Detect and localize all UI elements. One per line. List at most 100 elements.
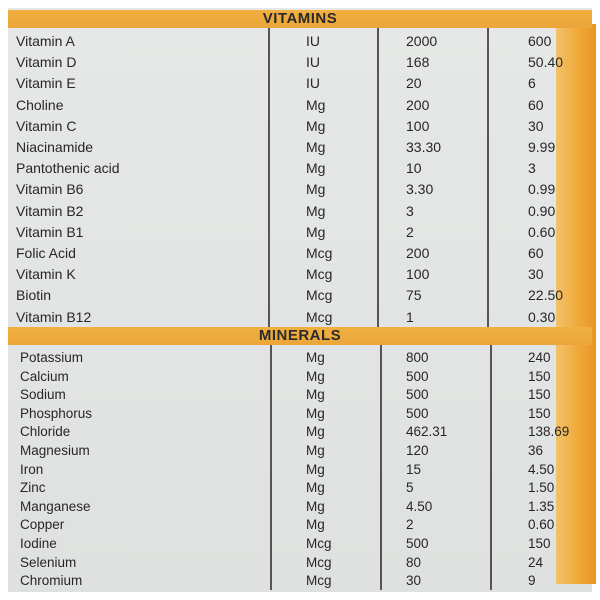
nutrient-name: Vitamin B12 bbox=[16, 308, 92, 325]
value-cell: 30 bbox=[406, 573, 422, 589]
value-cell: 15 bbox=[406, 461, 422, 477]
value-cell: 500 bbox=[406, 536, 429, 551]
unit-cell: Mcg bbox=[306, 554, 332, 570]
table-row: Chloride Mg 462.31 138.69 bbox=[0, 422, 600, 441]
nutrient-name: Selenium bbox=[20, 554, 77, 570]
unit-cell: Mcg bbox=[306, 573, 332, 589]
table-row: Calcium Mg 500 150 bbox=[0, 367, 600, 386]
table-row: Vitamin B12 Mcg 1 0.30 bbox=[0, 307, 600, 328]
value-cell: 500 bbox=[406, 368, 429, 384]
value-cell: 4.50 bbox=[528, 461, 555, 477]
nutrient-name: Vitamin B2 bbox=[16, 202, 84, 219]
table-row: Zinc Mg 5 1.50 bbox=[0, 478, 600, 497]
unit-cell: Mg bbox=[306, 498, 325, 514]
table-row: Vitamin A IU 2000 600 bbox=[0, 31, 600, 52]
unit-cell: Mcg bbox=[306, 308, 333, 325]
vitamins-header: VITAMINS bbox=[8, 10, 592, 28]
nutrient-name: Copper bbox=[20, 517, 65, 533]
value-cell: 24 bbox=[528, 554, 544, 570]
unit-cell: Mg bbox=[306, 480, 325, 496]
nutrient-name: Manganese bbox=[20, 498, 91, 514]
value-cell: 1.50 bbox=[528, 480, 555, 496]
column-divider bbox=[490, 345, 492, 590]
column-divider bbox=[270, 345, 272, 590]
unit-cell: Mcg bbox=[306, 536, 332, 551]
value-cell: 75 bbox=[406, 287, 422, 304]
value-cell: 100 bbox=[406, 117, 430, 134]
nutrient-name: Vitamin D bbox=[16, 54, 77, 71]
value-cell: 1 bbox=[406, 308, 414, 325]
value-cell: 6 bbox=[528, 75, 536, 92]
unit-cell: Mg bbox=[306, 160, 326, 177]
value-cell: 500 bbox=[406, 405, 429, 421]
table-row: Vitamin C Mg 100 30 bbox=[0, 116, 600, 137]
nutrient-name: Sodium bbox=[20, 387, 66, 403]
table-row: Choline Mg 200 60 bbox=[0, 95, 600, 116]
value-cell: 0.60 bbox=[528, 517, 555, 533]
unit-cell: Mg bbox=[306, 517, 325, 533]
value-cell: 138.69 bbox=[528, 424, 570, 440]
value-cell: 3 bbox=[406, 202, 414, 219]
unit-cell: Mg bbox=[306, 387, 325, 403]
table-row: Iron Mg 15 4.50 bbox=[0, 460, 600, 479]
unit-cell: Mcg bbox=[306, 287, 333, 304]
value-cell: 5 bbox=[406, 480, 414, 496]
value-cell: 100 bbox=[406, 266, 430, 283]
unit-cell: Mg bbox=[306, 424, 325, 440]
label-panel bbox=[8, 8, 592, 592]
value-cell: 150 bbox=[528, 405, 551, 421]
value-cell: 150 bbox=[528, 536, 551, 551]
table-row: Chromium Mcg 30 9 bbox=[0, 571, 600, 590]
table-row: Folic Acid Mcg 200 60 bbox=[0, 243, 600, 264]
value-cell: 1.35 bbox=[528, 498, 555, 514]
value-cell: 80 bbox=[406, 554, 422, 570]
value-cell: 500 bbox=[406, 387, 429, 403]
nutrient-name: Vitamin A bbox=[16, 33, 75, 49]
nutrient-name: Iron bbox=[20, 461, 44, 477]
table-row: Iodine Mcg 500 150 bbox=[0, 534, 600, 553]
value-cell: 2 bbox=[406, 223, 414, 240]
table-row: Sodium Mg 500 150 bbox=[0, 385, 600, 404]
table-row: Vitamin K Mcg 100 30 bbox=[0, 264, 600, 285]
value-cell: 0.60 bbox=[528, 223, 556, 240]
value-cell: 9 bbox=[528, 573, 536, 589]
unit-cell: Mg bbox=[306, 181, 326, 198]
table-row: Vitamin D IU 168 50.40 bbox=[0, 52, 600, 73]
unit-cell: Mg bbox=[306, 350, 325, 365]
unit-cell: Mg bbox=[306, 405, 325, 421]
table-row: Phosphorus Mg 500 150 bbox=[0, 404, 600, 423]
unit-cell: Mcg bbox=[306, 245, 333, 261]
value-cell: 168 bbox=[406, 54, 430, 71]
nutrient-name: Folic Acid bbox=[16, 245, 76, 261]
table-row: Niacinamide Mg 33.30 9.99 bbox=[0, 137, 600, 158]
nutrient-name: Vitamin B1 bbox=[16, 223, 84, 240]
value-cell: 0.90 bbox=[528, 202, 556, 219]
value-cell: 36 bbox=[528, 443, 544, 458]
nutrient-name: Vitamin C bbox=[16, 117, 77, 134]
unit-cell: IU bbox=[306, 33, 320, 49]
value-cell: 22.50 bbox=[528, 287, 564, 304]
table-row: Biotin Mcg 75 22.50 bbox=[0, 285, 600, 306]
table-row: Vitamin B6 Mg 3.30 0.99 bbox=[0, 179, 600, 200]
value-cell: 150 bbox=[528, 368, 551, 384]
value-cell: 462.31 bbox=[406, 424, 448, 440]
column-divider bbox=[487, 28, 489, 327]
value-cell: 0.99 bbox=[528, 181, 556, 198]
unit-cell: Mg bbox=[306, 223, 326, 240]
value-cell: 30 bbox=[528, 266, 544, 283]
value-cell: 800 bbox=[406, 350, 429, 365]
nutrient-name: Potassium bbox=[20, 350, 84, 365]
nutrient-name: Iodine bbox=[20, 536, 57, 551]
minerals-header: MINERALS bbox=[8, 327, 592, 345]
unit-cell: Mcg bbox=[306, 266, 333, 283]
unit-cell: Mg bbox=[306, 202, 326, 219]
unit-cell: IU bbox=[306, 75, 320, 92]
value-cell: 600 bbox=[528, 33, 552, 49]
table-row: Vitamin E IU 20 6 bbox=[0, 73, 600, 94]
nutrient-name: Vitamin B6 bbox=[16, 181, 84, 198]
value-cell: 9.99 bbox=[528, 139, 556, 155]
table-row: Vitamin B1 Mg 2 0.60 bbox=[0, 222, 600, 243]
value-cell: 30 bbox=[528, 117, 544, 134]
column-divider bbox=[377, 28, 379, 327]
